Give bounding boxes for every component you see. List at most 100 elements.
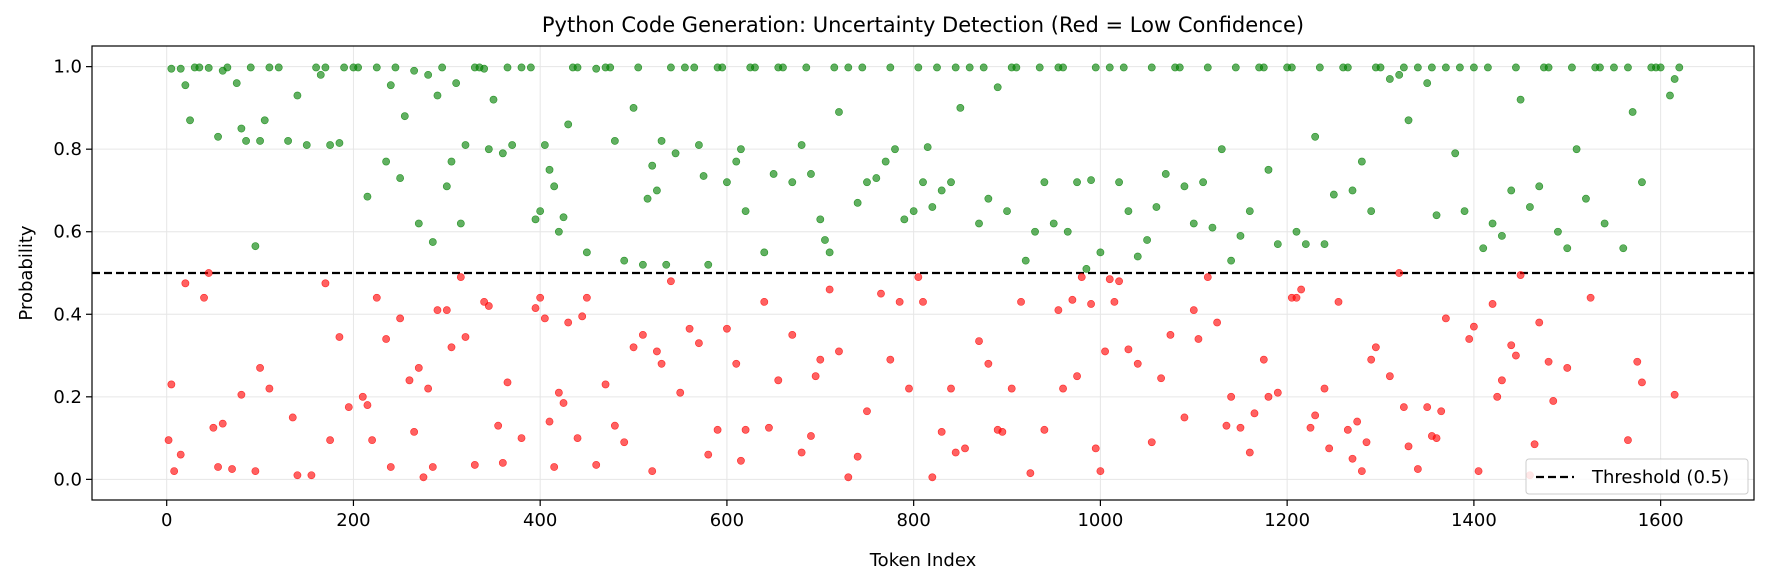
high-confidence-point [1497, 231, 1506, 240]
low-confidence-point [1343, 425, 1352, 434]
high-confidence-point [1245, 207, 1254, 215]
low-confidence-point [200, 293, 208, 302]
low-confidence-point [1213, 318, 1222, 327]
low-confidence-point [1180, 413, 1189, 422]
low-confidence-point [816, 355, 825, 364]
legend-box [1525, 458, 1749, 495]
high-confidence-point [475, 63, 484, 72]
high-confidence-point [1367, 207, 1376, 215]
high-confidence-point [1554, 227, 1562, 236]
high-confidence-point [428, 238, 437, 246]
low-confidence-point [1497, 376, 1506, 385]
high-confidence-point [181, 81, 190, 90]
low-confidence-point [1259, 355, 1268, 364]
low-confidence-point [732, 359, 741, 368]
high-confidence-point [1624, 63, 1632, 72]
legend: Threshold (0.5) [1525, 458, 1749, 495]
high-confidence-point [452, 79, 461, 88]
low-confidence-point [1404, 442, 1413, 451]
low-confidence-point [648, 467, 657, 476]
high-confidence-point [919, 178, 927, 187]
low-confidence-point [209, 423, 218, 432]
high-confidence-point [536, 207, 545, 215]
high-confidence-point [737, 145, 745, 154]
high-confidence-point [844, 63, 853, 72]
low-confidence-point [1026, 469, 1035, 478]
low-confidence-point [1115, 277, 1123, 286]
high-confidence-point [933, 63, 941, 72]
low-confidence-point [1105, 275, 1114, 284]
low-confidence-point [1325, 444, 1334, 453]
low-confidence-point [657, 359, 666, 368]
low-confidence-point [414, 364, 423, 372]
low-confidence-point [961, 444, 969, 453]
low-confidence-point [723, 324, 731, 333]
low-confidence-point [456, 273, 465, 282]
high-confidence-point [489, 95, 498, 104]
high-confidence-point [554, 227, 563, 236]
high-confidence-point [456, 219, 465, 228]
x-axis-ticks: 0 200 400 600 800 1000 1200 1400 1600 [161, 500, 1684, 531]
high-confidence-point [979, 63, 988, 72]
low-confidence-point [592, 461, 601, 469]
high-confidence-point [830, 63, 839, 72]
low-confidence-point [652, 347, 661, 356]
high-confidence-point [354, 63, 363, 72]
low-confidence-point [1147, 438, 1156, 447]
high-confidence-point [1516, 95, 1525, 104]
low-confidence-point [503, 378, 512, 387]
low-confidence-point [811, 372, 820, 381]
low-confidence-point [1157, 374, 1165, 383]
low-confidence-point [1385, 372, 1394, 381]
low-confidence-point [1166, 331, 1175, 339]
high-confidence-point [372, 63, 381, 72]
low-confidence-point [713, 425, 722, 434]
high-confidence-point [1540, 63, 1548, 72]
low-confidence-point [517, 434, 526, 442]
high-confidence-point [821, 236, 829, 244]
low-confidence-point [442, 306, 451, 315]
high-confidence-point [1568, 63, 1576, 72]
high-confidence-point [237, 124, 246, 133]
y-tick-label: 0.4 [53, 304, 82, 325]
high-confidence-point [891, 145, 899, 154]
low-confidence-point [919, 297, 927, 306]
low-confidence-point [1488, 300, 1497, 308]
high-confidence-point [1082, 264, 1091, 273]
low-confidence-point [1586, 293, 1595, 302]
low-confidence-point [1512, 351, 1520, 360]
plot-frame [91, 45, 1755, 501]
high-confidence-point [1675, 63, 1684, 72]
high-confidence-point [540, 141, 549, 149]
low-confidence-point [1068, 295, 1077, 304]
high-confidence-point [1488, 219, 1497, 228]
high-confidence-point [312, 63, 320, 72]
low-confidence-point [386, 463, 395, 471]
low-confidence-point [461, 333, 470, 341]
low-confidence-point [550, 463, 559, 471]
high-confidence-point [396, 174, 405, 182]
low-confidence-point [1297, 285, 1306, 294]
high-confidence-point [1264, 165, 1273, 174]
low-confidence-point [1507, 341, 1516, 350]
high-confidence-point [1203, 63, 1212, 72]
high-confidence-point [564, 120, 573, 129]
high-confidence-point [1413, 63, 1422, 72]
low-confidence-point [853, 452, 862, 461]
high-confidence-point [881, 157, 890, 166]
high-confidence-point [1236, 231, 1245, 240]
low-confidence-point [484, 302, 493, 310]
low-confidence-point [204, 269, 213, 277]
high-confidence-point [1432, 211, 1441, 220]
x-tick-label: 1600 [1638, 510, 1684, 531]
high-confidence-point [195, 63, 204, 72]
high-confidence-point [508, 141, 517, 149]
low-confidence-point [877, 289, 885, 298]
high-confidence-point [232, 79, 241, 88]
low-confidence-point [410, 427, 419, 436]
low-confidence-point [358, 392, 367, 401]
low-confidence-point [825, 285, 834, 294]
low-confidence-point [1222, 421, 1231, 430]
low-confidence-point [1091, 444, 1100, 453]
